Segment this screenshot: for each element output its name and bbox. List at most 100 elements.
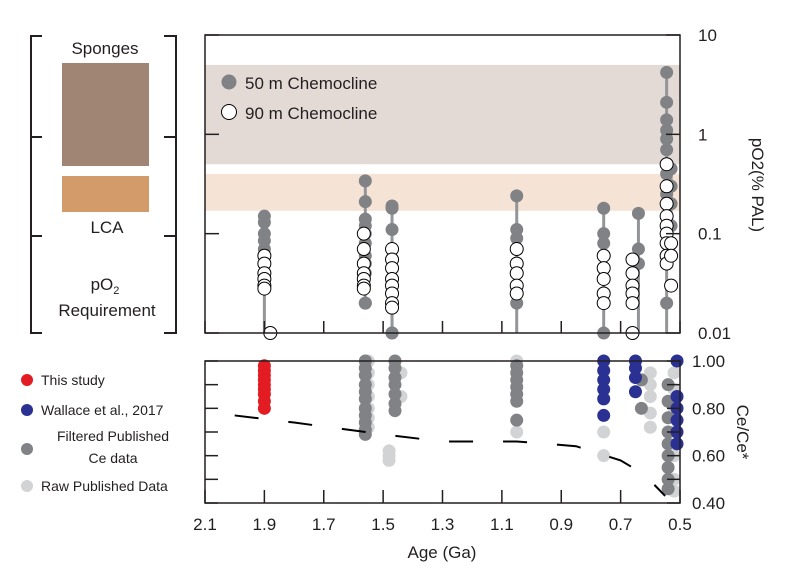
data-point (664, 248, 679, 263)
right-bracket (164, 35, 177, 334)
y-tick-label: 1 (698, 125, 707, 144)
lca-label: LCA (90, 218, 124, 237)
x-axis-label: Age (Ga) (408, 543, 477, 562)
data-point (358, 392, 372, 406)
data-point (643, 420, 657, 434)
data-point (257, 281, 272, 296)
x-tick-label: 0.5 (668, 515, 692, 534)
x-tick-label: 2.1 (193, 515, 217, 534)
data-point (625, 252, 640, 267)
data-point (388, 378, 402, 392)
sponges-label: Sponges (71, 39, 138, 58)
data-point (664, 236, 679, 251)
data-point (597, 382, 611, 396)
data-point (661, 461, 675, 474)
requirement-label: Requirement (58, 301, 156, 320)
data-point (358, 368, 372, 382)
x-tick-label: 0.9 (549, 515, 573, 534)
legend-label: Wallace et al., 2017 (41, 402, 164, 418)
data-point (597, 425, 611, 439)
data-point (509, 242, 524, 257)
legend-marker (21, 374, 33, 386)
left-bracket (30, 35, 42, 334)
y-tick-label: 0.01 (698, 324, 731, 343)
y-axis-label: Ce/Ce* (733, 405, 752, 460)
legend-marker (221, 104, 237, 120)
sponges-key (62, 63, 149, 166)
band-sponges (205, 64, 680, 165)
x-tick-label: 1.3 (431, 515, 455, 534)
data-point (510, 231, 524, 245)
data-point (634, 401, 648, 415)
trend-line (234, 414, 666, 497)
data-point (643, 390, 657, 403)
data-point (358, 427, 372, 441)
data-point (510, 189, 524, 203)
data-point (356, 281, 371, 296)
x-tick-label: 0.7 (609, 515, 633, 534)
y-tick-label: 0.40 (692, 494, 725, 513)
data-point (509, 266, 524, 281)
legend-marker (21, 480, 33, 492)
po2-requirement-key: Sponges LCA pO2 Requirement (30, 35, 177, 334)
data-point (510, 296, 524, 310)
data-point (257, 215, 271, 229)
data-point (358, 296, 372, 310)
data-point (597, 408, 611, 422)
data-point (660, 296, 674, 310)
data-point (597, 363, 611, 377)
y-tick-label: 10 (698, 26, 717, 45)
legend-label: Raw Published Data (41, 478, 168, 494)
data-point (660, 95, 674, 109)
data-point (358, 174, 372, 188)
data-point (659, 179, 674, 194)
lca-key (62, 176, 149, 212)
x-tick-label: 1.5 (371, 515, 395, 534)
data-point (659, 157, 674, 172)
data-point (660, 132, 674, 146)
data-point (628, 385, 642, 399)
data-point (597, 201, 611, 215)
y-tick-label: 0.1 (698, 225, 722, 244)
data-point (670, 437, 684, 451)
data-point (596, 248, 611, 263)
legend-label: Filtered Published (57, 428, 169, 444)
data-point (631, 242, 645, 256)
data-point (661, 482, 675, 496)
legend-label: Ce data (88, 450, 137, 466)
data-point (661, 437, 675, 451)
data-point (388, 404, 402, 418)
data-point (660, 143, 674, 157)
data-point (628, 371, 642, 385)
y-axis-label: pO2(% PAL) (748, 138, 767, 232)
data-point (388, 361, 402, 375)
data-point (382, 453, 396, 467)
data-point (667, 366, 681, 380)
data-point (510, 394, 524, 408)
legend-label: 90 m Chemocline (245, 104, 377, 123)
data-point (385, 223, 399, 237)
x-tick-label: 1.1 (490, 515, 514, 534)
y-tick-label: 1.00 (692, 352, 725, 371)
legend-marker (21, 443, 33, 455)
data-point (509, 286, 524, 301)
data-point (597, 373, 611, 387)
data-point (597, 392, 611, 406)
ce-panel: 1.00 0.80 0.60 0.40 2.1 1.9 1.7 1.5 1.3 1.1 0.9 0.7… (193, 352, 752, 562)
data-point (664, 278, 679, 293)
x-tick-label: 1.7 (312, 515, 336, 534)
data-point (660, 65, 674, 79)
data-point (597, 227, 611, 241)
data-point (385, 201, 399, 215)
data-point (596, 296, 611, 311)
data-point (625, 266, 640, 281)
data-point (631, 206, 645, 220)
data-point (596, 271, 611, 286)
y-tick-label: 0.80 (692, 399, 725, 418)
data-point (643, 366, 657, 380)
data-point (510, 425, 524, 439)
data-point (388, 387, 402, 401)
po2-panel: 10 1 0.1 0.01 pO2(% PAL) 50 m Chemocline 90 m … (204, 26, 767, 343)
data-point (356, 226, 371, 241)
